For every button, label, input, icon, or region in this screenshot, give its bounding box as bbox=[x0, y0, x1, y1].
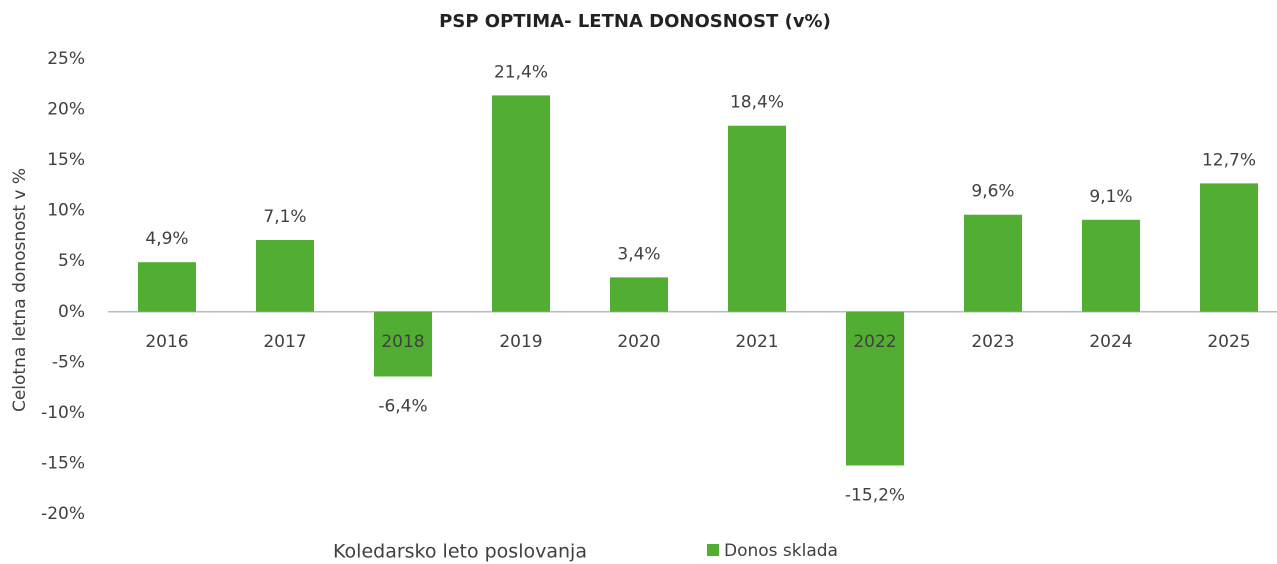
value-label: 7,1% bbox=[263, 207, 306, 227]
x-tick-label: 2016 bbox=[145, 332, 188, 352]
y-tick-label: 10% bbox=[47, 201, 85, 221]
legend-swatch bbox=[707, 544, 719, 556]
bar bbox=[492, 95, 550, 312]
y-tick-label: -20% bbox=[41, 504, 85, 524]
x-tick-label: 2017 bbox=[263, 332, 306, 352]
y-tick-label: 5% bbox=[58, 251, 85, 271]
bar bbox=[1200, 183, 1258, 312]
value-label: 21,4% bbox=[494, 62, 548, 82]
bar bbox=[1082, 219, 1140, 312]
y-tick-label: 15% bbox=[47, 150, 85, 170]
y-tick-label: 25% bbox=[47, 49, 85, 69]
bar bbox=[138, 262, 196, 312]
legend-label: Donos sklada bbox=[724, 541, 838, 561]
y-axis-label: Celotna letna donosnost v % bbox=[10, 168, 30, 412]
x-tick-label: 2024 bbox=[1089, 332, 1132, 352]
x-tick-label: 2025 bbox=[1207, 332, 1250, 352]
x-tick-label: 2023 bbox=[971, 332, 1014, 352]
value-label: -15,2% bbox=[845, 485, 905, 505]
bar bbox=[610, 277, 668, 312]
value-label: 12,7% bbox=[1202, 150, 1256, 170]
value-label: 9,1% bbox=[1089, 187, 1132, 207]
bar bbox=[374, 311, 432, 377]
y-tick-label: -10% bbox=[41, 403, 85, 423]
value-label: 9,6% bbox=[971, 182, 1014, 202]
y-tick-label: 20% bbox=[47, 100, 85, 120]
x-tick-label: 2019 bbox=[499, 332, 542, 352]
value-label: 3,4% bbox=[617, 244, 660, 264]
x-tick-label: 2022 bbox=[853, 332, 896, 352]
x-tick-label: 2020 bbox=[617, 332, 660, 352]
bar bbox=[256, 239, 314, 312]
x-tick-label: 2018 bbox=[381, 332, 424, 352]
bar bbox=[964, 214, 1022, 312]
y-tick-label: -5% bbox=[52, 352, 85, 372]
bar bbox=[728, 125, 786, 312]
value-label: 4,9% bbox=[145, 229, 188, 249]
value-label: -6,4% bbox=[378, 396, 427, 416]
bar bbox=[846, 311, 904, 466]
x-tick-label: 2021 bbox=[735, 332, 778, 352]
x-axis-label: Koledarsko leto poslovanja bbox=[333, 541, 587, 563]
value-label: 18,4% bbox=[730, 93, 784, 113]
y-tick-label: -15% bbox=[41, 453, 85, 473]
chart-title: PSP OPTIMA- LETNA DONOSNOST (v%) bbox=[439, 11, 831, 32]
y-tick-label: 0% bbox=[58, 302, 85, 322]
